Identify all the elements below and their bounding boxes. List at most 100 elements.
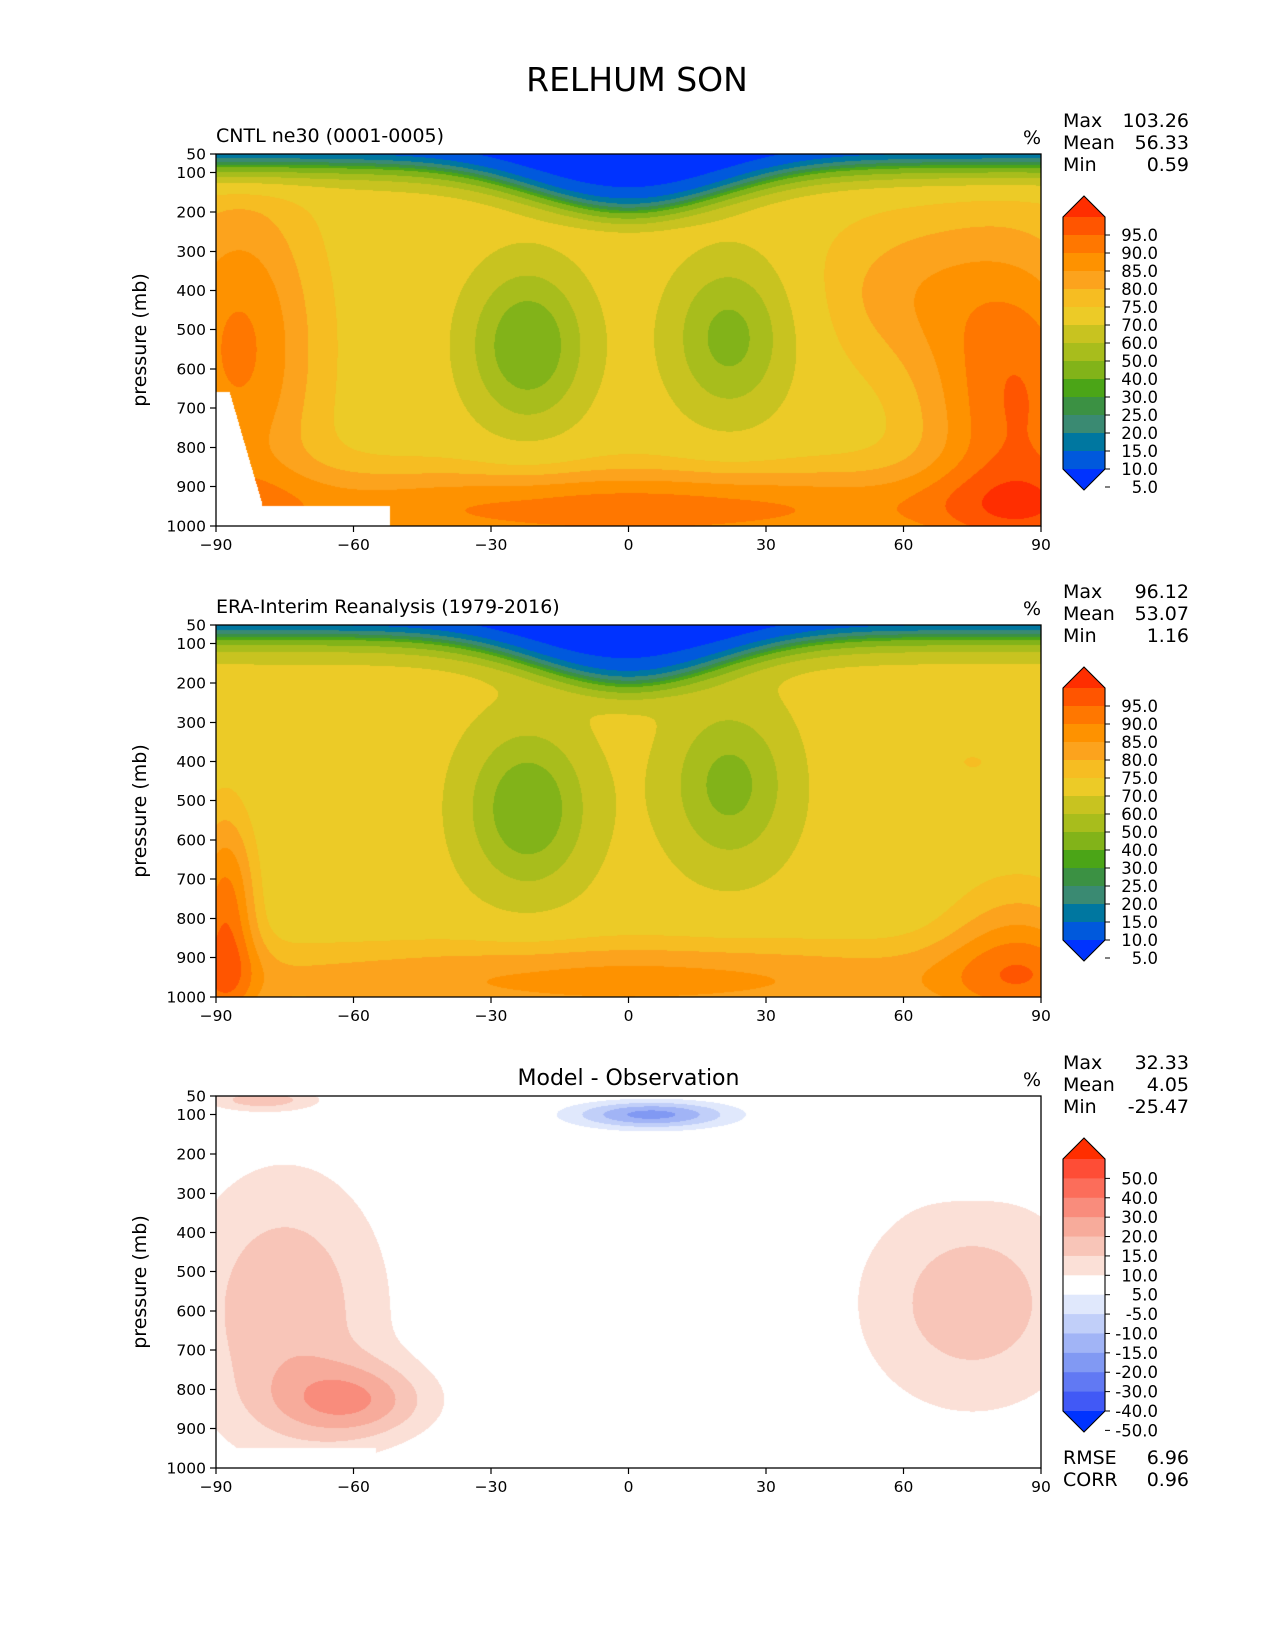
y-tick-label: 900	[176, 949, 206, 967]
y-tick-label: 300	[176, 243, 206, 261]
colorbar-label: 60.0	[1121, 334, 1158, 353]
y-tick-label: 500	[176, 792, 206, 810]
colorbar-cell	[1063, 1217, 1105, 1238]
x-tick-label: −90	[200, 1007, 233, 1025]
heatmap-field	[216, 1096, 1041, 1468]
units-label: %	[1023, 598, 1041, 620]
colorbar-label: 80.0	[1121, 280, 1158, 299]
colorbar-label: -10.0	[1115, 1324, 1158, 1343]
stat-value: 103.26	[1123, 110, 1189, 132]
colorbar-label: -15.0	[1115, 1344, 1158, 1363]
stat-value: 32.33	[1135, 1052, 1189, 1074]
y-tick-label: 50	[186, 146, 206, 164]
colorbar-cell	[1063, 307, 1105, 326]
colorbar-label: 90.0	[1121, 715, 1158, 734]
colorbar-cell	[1063, 1255, 1105, 1276]
y-tick-label: 1000	[167, 1460, 206, 1478]
colorbar-label: 80.0	[1121, 751, 1158, 770]
x-tick-label: −60	[337, 1478, 370, 1496]
colorbar-cell	[1063, 688, 1105, 707]
colorbar: 95.090.085.080.075.070.060.050.040.030.0…	[1062, 666, 1158, 968]
colorbar-cell	[1063, 922, 1105, 941]
colorbar-cell	[1063, 868, 1105, 887]
colorbar-label: 85.0	[1121, 262, 1158, 281]
colorbar-label: 10.0	[1121, 931, 1158, 950]
stat-label: Mean	[1063, 603, 1115, 625]
colorbar-cell	[1063, 814, 1105, 833]
x-tick-label: −60	[337, 536, 370, 554]
y-tick-label: 900	[176, 478, 206, 496]
x-tick-label: −30	[475, 536, 508, 554]
stat-label: Mean	[1063, 1074, 1115, 1096]
colorbar-cell	[1063, 778, 1105, 797]
stat-value: 56.33	[1135, 132, 1189, 154]
y-tick-label: 50	[186, 617, 206, 635]
colorbar-label: 85.0	[1121, 733, 1158, 752]
x-tick-label: 30	[756, 1478, 776, 1496]
colorbar-extend-max	[1063, 196, 1105, 217]
heatmap-field	[216, 625, 1041, 997]
units-label: %	[1023, 1069, 1041, 1091]
colorbar-cell	[1063, 1294, 1105, 1315]
x-tick-label: 0	[624, 536, 634, 554]
x-tick-label: 0	[624, 1007, 634, 1025]
colorbar-label: 75.0	[1121, 298, 1158, 317]
stat-value: -25.47	[1128, 1096, 1189, 1118]
colorbar-cell	[1063, 1275, 1105, 1296]
colorbar-extend-max	[1063, 1138, 1105, 1159]
colorbar-cell	[1063, 904, 1105, 923]
stat-label: Min	[1063, 1096, 1097, 1118]
colorbar-cell	[1063, 886, 1105, 905]
colorbar-label: 20.0	[1121, 424, 1158, 443]
stat-label: Max	[1063, 110, 1102, 132]
y-tick-label: 500	[176, 321, 206, 339]
y-axis-label: pressure (mb)	[129, 744, 151, 878]
colorbar-label: 5.0	[1132, 1286, 1158, 1305]
colorbar-cell	[1063, 1236, 1105, 1257]
colorbar-label: 40.0	[1121, 841, 1158, 860]
colorbar-cell	[1063, 850, 1105, 869]
colorbar-cell	[1063, 361, 1105, 380]
heatmap-canvas	[216, 1096, 1041, 1468]
stat-label: Max	[1063, 581, 1102, 603]
colorbar-label: -30.0	[1115, 1383, 1158, 1402]
stat-value: 96.12	[1135, 581, 1189, 603]
x-tick-label: 90	[1031, 1478, 1051, 1496]
colorbar-label: 95.0	[1121, 697, 1158, 716]
colorbar-cell	[1063, 1314, 1105, 1335]
colorbar-label: 50.0	[1121, 1169, 1158, 1188]
y-tick-label: 700	[176, 400, 206, 418]
panel-title: CNTL ne30 (0001-0005)	[216, 125, 444, 147]
colorbar-label: 90.0	[1121, 244, 1158, 263]
y-tick-label: 100	[176, 1106, 206, 1124]
y-tick-label: 700	[176, 1342, 206, 1360]
colorbar-cell	[1063, 217, 1105, 236]
colorbar-cell	[1063, 1178, 1105, 1199]
y-tick-label: 700	[176, 871, 206, 889]
x-tick-label: 0	[624, 1478, 634, 1496]
colorbar-cell	[1063, 724, 1105, 743]
stat-value: 1.16	[1147, 625, 1189, 647]
x-tick-label: −30	[475, 1007, 508, 1025]
colorbar-extend-min	[1063, 469, 1105, 490]
colorbar-label: 95.0	[1121, 226, 1158, 245]
colorbar-cell	[1063, 1352, 1105, 1373]
colorbar-label: 5.0	[1132, 478, 1158, 497]
x-tick-label: 60	[894, 536, 914, 554]
y-tick-label: 400	[176, 1224, 206, 1242]
colorbar-label: -5.0	[1126, 1305, 1158, 1324]
x-tick-label: 90	[1031, 1007, 1051, 1025]
colorbar-label: 75.0	[1121, 769, 1158, 788]
colorbar-extend-min	[1063, 940, 1105, 961]
x-tick-label: 30	[756, 536, 776, 554]
y-tick-label: 1000	[167, 989, 206, 1007]
colorbar-label: -50.0	[1115, 1421, 1158, 1440]
colorbar-cell	[1063, 796, 1105, 815]
y-tick-label: 1000	[167, 518, 206, 536]
colorbar-label: 30.0	[1121, 859, 1158, 878]
y-tick-label: 100	[176, 635, 206, 653]
stat-label: Max	[1063, 1052, 1102, 1074]
